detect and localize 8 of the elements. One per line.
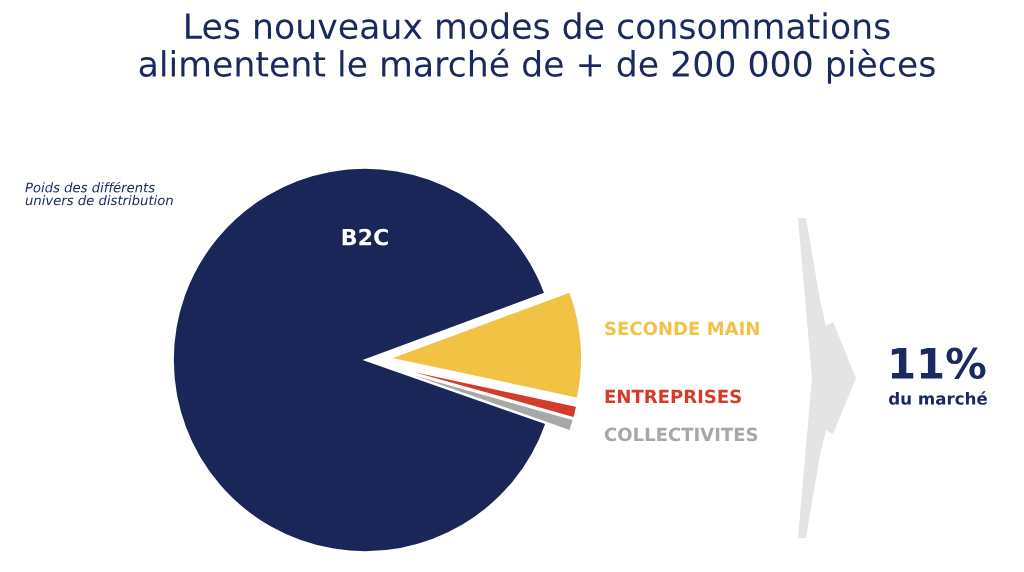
chart-title: Les nouveaux modes de consommations alimentent le marché de + de 200 000 pièces xyxy=(139,12,935,84)
slice-label: SECONDE MAIN xyxy=(605,321,759,336)
text: Poids des différents univers de distribution xyxy=(25,181,173,206)
text: 11% xyxy=(891,347,986,380)
slice-label: B2C xyxy=(342,228,388,246)
slice-label: COLLECTIVITES xyxy=(604,427,758,442)
slice-label: ENTREPRISES xyxy=(605,389,741,404)
text: du marché xyxy=(889,391,987,405)
